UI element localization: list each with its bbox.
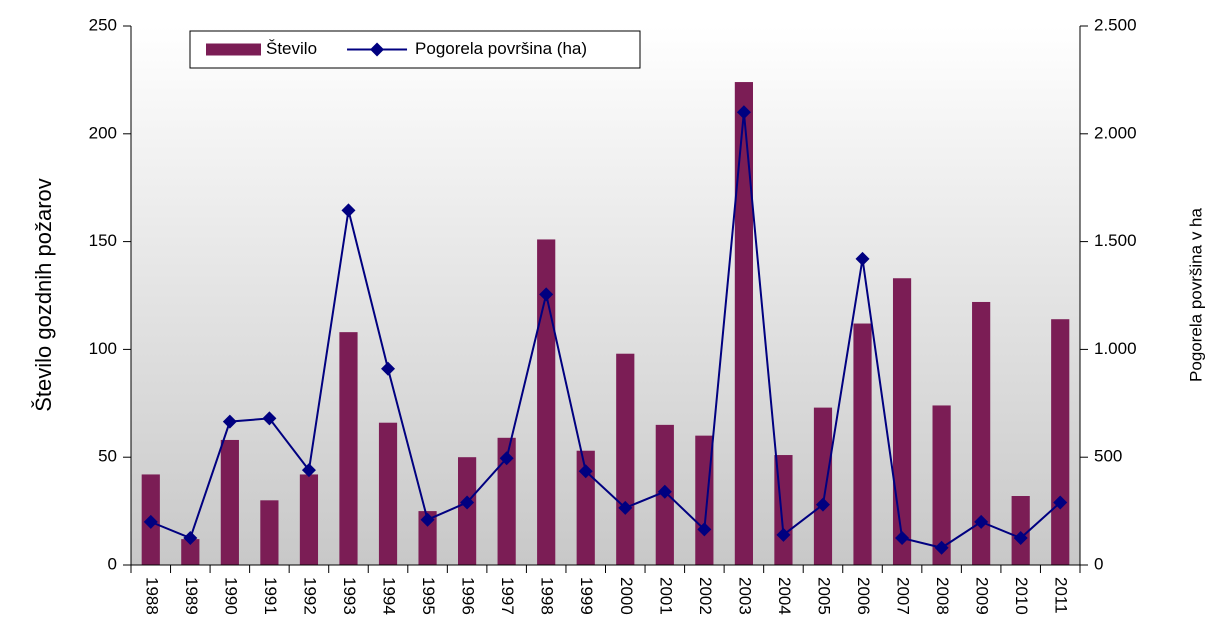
- x-tick-label: 1994: [380, 577, 399, 615]
- y-tick-label: 150: [89, 231, 117, 250]
- x-tick-label: 2008: [933, 577, 952, 615]
- y2-tick-label: 2.000: [1094, 123, 1137, 142]
- x-tick-label: 2007: [894, 577, 913, 615]
- marker: [499, 451, 514, 466]
- marker: [341, 203, 356, 218]
- bar: [299, 474, 319, 565]
- x-tick-label: 2009: [973, 577, 992, 615]
- legend-box: [189, 30, 641, 69]
- marker: [657, 484, 672, 499]
- plot-area: [131, 26, 1080, 565]
- y2-tick-label: 1.500: [1094, 231, 1137, 250]
- x-tick-label: 1993: [340, 577, 359, 615]
- legend-label: Pogorela površina (ha): [415, 39, 587, 58]
- x-tick-label: 2004: [775, 577, 794, 615]
- bar: [932, 405, 951, 565]
- x-tick-label: 2001: [656, 577, 675, 615]
- line: [150, 112, 1061, 549]
- bar: [339, 332, 358, 565]
- bar: [576, 450, 595, 565]
- bar: [853, 323, 872, 565]
- y2-axis-title: Pogorela površina v ha: [1186, 208, 1205, 382]
- marker: [381, 361, 396, 376]
- x-tick-label: 2002: [696, 577, 715, 615]
- bar: [695, 435, 714, 565]
- x-tick-label: 1989: [182, 577, 201, 615]
- bar: [220, 439, 239, 565]
- y-tick-label: 50: [98, 447, 117, 466]
- bar: [972, 301, 991, 565]
- marker: [539, 287, 554, 302]
- legend-swatch: [206, 43, 261, 56]
- marker: [262, 411, 277, 426]
- marker: [895, 531, 910, 546]
- marker: [1053, 495, 1068, 510]
- marker: [183, 531, 198, 546]
- marker: [855, 251, 870, 266]
- y-axis-title: Število gozdnih požarov: [31, 178, 56, 412]
- marker: [301, 463, 316, 478]
- x-tick-label: 1997: [498, 577, 517, 615]
- x-tick-label: 2011: [1052, 577, 1071, 614]
- legend-label: Število: [266, 39, 317, 58]
- marker: [578, 464, 593, 479]
- x-tick-label: 1996: [459, 577, 478, 615]
- marker: [618, 500, 633, 515]
- marker: [736, 105, 751, 120]
- bar: [537, 239, 556, 565]
- marker: [143, 514, 158, 529]
- x-tick-label: 1988: [142, 577, 161, 615]
- y-tick-label: 200: [89, 123, 117, 142]
- y2-tick-label: 1.000: [1094, 339, 1137, 358]
- x-tick-label: 1992: [300, 577, 319, 615]
- marker: [934, 540, 949, 555]
- marker: [222, 414, 237, 429]
- x-tick-label: 2006: [854, 577, 873, 615]
- y2-tick-label: 500: [1094, 447, 1122, 466]
- marker: [1013, 531, 1028, 546]
- y-tick-label: 0: [108, 554, 117, 573]
- marker: [815, 497, 830, 512]
- legend-marker: [370, 42, 385, 57]
- bar: [892, 278, 912, 565]
- x-tick-label: 2005: [814, 577, 833, 615]
- bar: [497, 437, 516, 565]
- bar: [260, 500, 279, 565]
- x-tick-label: 1999: [577, 577, 596, 615]
- bar: [181, 539, 200, 565]
- bar: [734, 82, 753, 565]
- y2-tick-label: 0: [1094, 554, 1103, 573]
- y-tick-label: 250: [89, 15, 117, 34]
- marker: [776, 527, 791, 542]
- x-tick-label: 2010: [1012, 577, 1031, 615]
- x-tick-label: 2003: [735, 577, 754, 615]
- x-tick-label: 2000: [617, 577, 636, 615]
- bar: [458, 457, 477, 565]
- x-tick-label: 1990: [221, 577, 240, 615]
- x-tick-label: 1998: [538, 577, 557, 615]
- marker: [697, 522, 712, 537]
- bar: [616, 353, 635, 565]
- x-tick-label: 1995: [419, 577, 438, 615]
- y-tick-label: 100: [89, 339, 117, 358]
- bar: [1011, 496, 1030, 565]
- bar: [1051, 319, 1070, 565]
- marker: [460, 495, 475, 510]
- bar: [378, 422, 398, 565]
- marker: [420, 512, 435, 527]
- marker: [974, 514, 989, 529]
- bar: [418, 511, 437, 565]
- x-tick-label: 1991: [261, 577, 280, 615]
- bar: [813, 407, 833, 565]
- y2-tick-label: 2.500: [1094, 15, 1137, 34]
